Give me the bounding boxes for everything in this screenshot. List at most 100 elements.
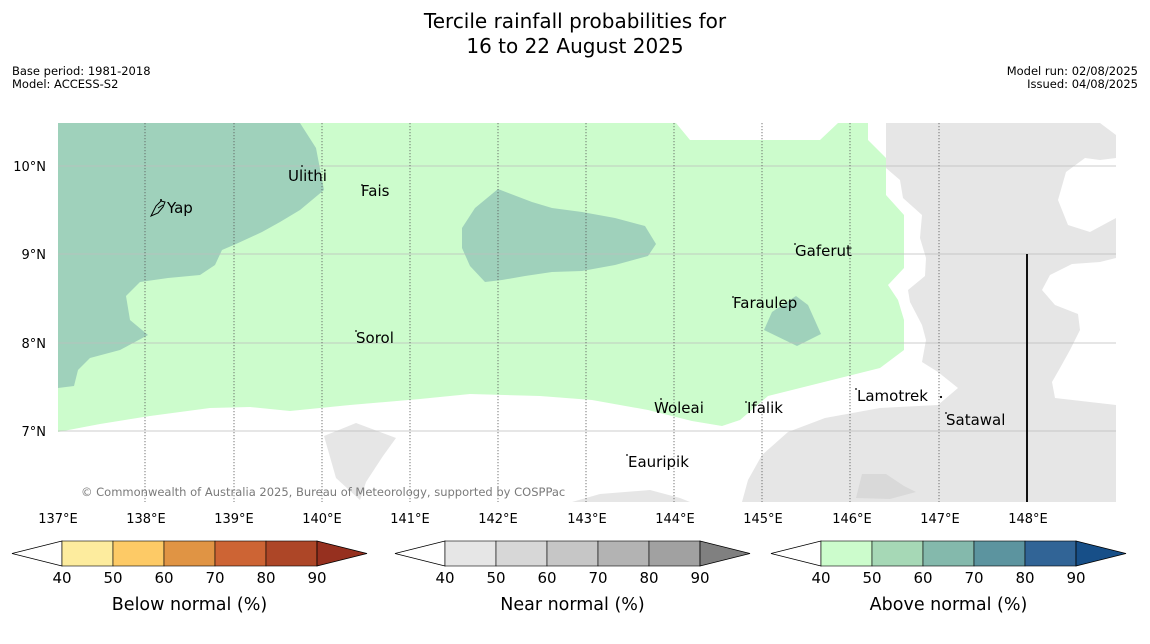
eauripik-marker bbox=[626, 454, 628, 456]
colorbar-near-segment bbox=[597, 540, 650, 567]
colorbar-below-segment bbox=[163, 540, 216, 567]
lat-label-8n: 8°N bbox=[22, 337, 47, 352]
colorbar-below-segment bbox=[265, 540, 318, 567]
map-area: Ulithi Fais Yap Gaferut Faraulep Sorol L… bbox=[58, 123, 1116, 502]
island-markers bbox=[301, 165, 947, 456]
colorbar-near-tick: 80 bbox=[639, 569, 658, 587]
faraulep-label: Faraulep bbox=[733, 294, 797, 312]
colorbar-near: 40 50 60 70 80 90 Near normal (%) bbox=[394, 540, 751, 615]
lamotrek-marker bbox=[855, 388, 857, 390]
colorbar-below-label: Below normal (%) bbox=[112, 595, 267, 615]
satawal-marker bbox=[945, 412, 947, 414]
lat-label-10n: 10°N bbox=[13, 160, 46, 175]
colorbar-above-segment bbox=[922, 540, 975, 567]
woleai-label: Woleai bbox=[654, 399, 704, 417]
sorol-label: Sorol bbox=[356, 329, 394, 347]
colorbar-above-tick: 90 bbox=[1066, 569, 1085, 587]
title-line-2: 16 to 22 August 2025 bbox=[466, 34, 684, 58]
lon-label-147e: 147°E bbox=[920, 512, 960, 527]
meta-right: Model run: 02/08/2025 Issued: 04/08/2025 bbox=[1007, 65, 1138, 91]
lon-label-146e: 146°E bbox=[832, 512, 872, 527]
near-normal-patch-south bbox=[572, 490, 690, 502]
colorbar-above: 40 50 60 70 80 90 Above normal (%) bbox=[770, 540, 1127, 615]
yap-island-shape bbox=[149, 200, 166, 217]
colorbar-below: 40 50 60 70 80 90 Below normal (%) bbox=[11, 540, 368, 615]
longitude-labels: 137°E 138°E 139°E 140°E 141°E 142°E 143°… bbox=[38, 512, 1048, 527]
colorbar-above-high-extend bbox=[1075, 540, 1127, 567]
colorbar-below-tick: 90 bbox=[307, 569, 326, 587]
colorbar-near-tick: 90 bbox=[690, 569, 709, 587]
above-normal-50-60-region-center bbox=[462, 189, 656, 282]
gaferut-marker bbox=[794, 243, 796, 245]
colorbar-above-segment bbox=[871, 540, 924, 567]
colorbar-above-segment bbox=[820, 540, 873, 567]
ulithi-label: Ulithi bbox=[288, 167, 327, 185]
fais-label: Fais bbox=[361, 182, 390, 200]
meta-left: Base period: 1981-2018 Model: ACCESS-S2 bbox=[12, 65, 151, 91]
colorbar-above-tick: 80 bbox=[1015, 569, 1034, 587]
lamotrek-label: Lamotrek bbox=[857, 387, 928, 405]
ulithi-marker bbox=[301, 165, 303, 167]
colorbars: 40 50 60 70 80 90 Below normal (%) 40 50 60 70 80 90… bbox=[11, 540, 1127, 615]
base-period-text: Base period: 1981-2018 bbox=[12, 64, 151, 78]
copyright-text: © Commonwealth of Australia 2025, Bureau… bbox=[81, 485, 565, 499]
colorbar-near-segment bbox=[495, 540, 548, 567]
colorbar-below-high-extend bbox=[316, 540, 368, 567]
latitude-labels: 10°N 9°N 8°N 7°N bbox=[13, 160, 46, 440]
colorbar-below-tick: 80 bbox=[256, 569, 275, 587]
satawal-label: Satawal bbox=[946, 411, 1005, 429]
eauripik-label: Eauripik bbox=[628, 453, 689, 471]
model-run-text: Model run: 02/08/2025 bbox=[1006, 64, 1138, 78]
colorbar-near-label: Near normal (%) bbox=[500, 595, 645, 615]
colorbar-above-tick: 70 bbox=[964, 569, 983, 587]
lon-label-143e: 143°E bbox=[567, 512, 607, 527]
colorbar-near-tick: 60 bbox=[537, 569, 556, 587]
lon-label-148e: 148°E bbox=[1008, 512, 1048, 527]
lon-label-145e: 145°E bbox=[743, 512, 783, 527]
colorbar-near-segment bbox=[444, 540, 497, 567]
lon-label-137e: 137°E bbox=[38, 512, 78, 527]
colorbar-below-tick: 40 bbox=[52, 569, 71, 587]
lon-label-138e: 138°E bbox=[126, 512, 166, 527]
lon-label-142e: 142°E bbox=[478, 512, 518, 527]
model-text: Model: ACCESS-S2 bbox=[12, 77, 119, 91]
lat-label-7n: 7°N bbox=[22, 425, 47, 440]
colorbar-above-tick: 60 bbox=[913, 569, 932, 587]
colorbar-below-segment bbox=[61, 540, 114, 567]
lon-label-141e: 141°E bbox=[390, 512, 430, 527]
lon-label-144e: 144°E bbox=[655, 512, 695, 527]
yap-label: Yap bbox=[166, 199, 193, 217]
lon-label-139e: 139°E bbox=[214, 512, 254, 527]
issued-text: Issued: 04/08/2025 bbox=[1027, 77, 1138, 91]
lat-label-9n: 9°N bbox=[22, 248, 47, 263]
colorbar-near-segment bbox=[648, 540, 701, 567]
chart-title: Tercile rainfall probabilities for 16 to… bbox=[0, 9, 1150, 59]
title-line-1: Tercile rainfall probabilities for bbox=[423, 9, 727, 33]
colorbar-near-tick: 40 bbox=[435, 569, 454, 587]
ifalik-label: Ifalik bbox=[747, 399, 783, 417]
colorbar-near-low-extend bbox=[394, 540, 446, 567]
faraulep-marker bbox=[732, 296, 734, 298]
colorbar-near-segment bbox=[546, 540, 599, 567]
fais-marker bbox=[361, 184, 363, 186]
colorbar-below-tick: 70 bbox=[205, 569, 224, 587]
colorbar-below-tick: 50 bbox=[103, 569, 122, 587]
gaferut-label: Gaferut bbox=[795, 242, 852, 260]
lon-label-140e: 140°E bbox=[302, 512, 342, 527]
colorbar-below-low-extend bbox=[11, 540, 63, 567]
woleai-marker bbox=[660, 398, 662, 400]
colorbar-above-segment bbox=[1024, 540, 1077, 567]
colorbar-near-high-extend bbox=[699, 540, 751, 567]
colorbar-near-tick: 50 bbox=[486, 569, 505, 587]
colorbar-above-low-extend bbox=[770, 540, 822, 567]
colorbar-above-tick: 40 bbox=[811, 569, 830, 587]
colorbar-near-tick: 70 bbox=[588, 569, 607, 587]
above-normal-50-60-region-west bbox=[58, 123, 324, 388]
above-normal-50-60-region-faraulep bbox=[764, 296, 821, 346]
sorol-marker bbox=[355, 330, 357, 332]
near-normal-region-east bbox=[742, 123, 1116, 502]
ifalik-marker bbox=[745, 401, 747, 403]
longitude-gridlines bbox=[144, 123, 940, 502]
colorbar-above-label: Above normal (%) bbox=[870, 595, 1028, 615]
